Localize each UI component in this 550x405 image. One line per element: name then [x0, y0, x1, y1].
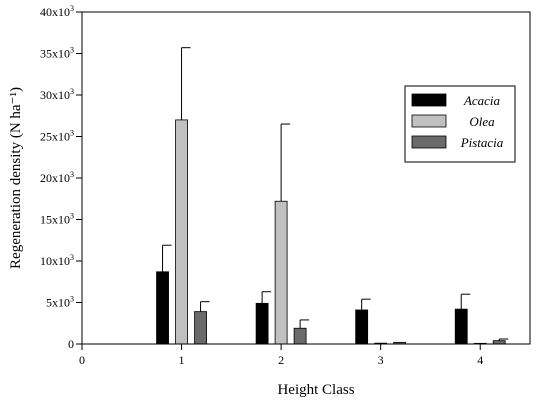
x-tick-label: 3: [378, 353, 384, 367]
x-tick-label: 2: [278, 353, 284, 367]
plot-frame: [81, 11, 531, 345]
legend: Acacia Olea Pistacia: [404, 85, 516, 163]
legend-swatch-acacia: [411, 93, 447, 107]
y-tick-label: 40x103: [40, 4, 74, 19]
bar-olea-2: [274, 200, 288, 345]
x-axis-label: Height Class: [277, 382, 354, 398]
y-tick-label: 35x103: [40, 46, 74, 61]
y-tick-label: 20x103: [40, 170, 74, 185]
y-axis-label: Regeneration density (N ha⁻¹): [8, 87, 24, 269]
y-axis-ticks: 0 5x103 10x103 15x103 20x103 25x103 30x103 35x1…: [40, 4, 82, 351]
x-tick-label: 1: [179, 353, 185, 367]
x-axis-ticks: 0 1 2 3 4: [79, 344, 483, 367]
x-tick-label: 4: [477, 353, 483, 367]
x-tick-label: 0: [79, 353, 85, 367]
legend-swatch-pistacia: [411, 135, 447, 149]
y-tick-label: 10x103: [40, 253, 74, 268]
bar-pistacia-2: [293, 327, 307, 345]
bar-acacia-1: [156, 271, 169, 345]
y-tick-label: 5x103: [46, 295, 74, 310]
bar-acacia-4: [454, 308, 468, 345]
legend-label-olea: Olea: [469, 114, 495, 129]
legend-label-pistacia: Pistacia: [460, 135, 504, 150]
y-tick-label: 30x103: [40, 87, 74, 102]
y-tick-label: 25x103: [40, 129, 74, 144]
legend-swatch-olea: [411, 114, 447, 128]
bar-acacia-3: [355, 309, 369, 345]
legend-label-acacia: Acacia: [463, 93, 501, 108]
y-tick-label: 0: [68, 337, 74, 351]
bar-olea-1: [175, 119, 188, 345]
bar-pistacia-1: [194, 311, 207, 345]
bar-acacia-2: [255, 302, 269, 345]
y-tick-label: 15x103: [40, 212, 74, 227]
